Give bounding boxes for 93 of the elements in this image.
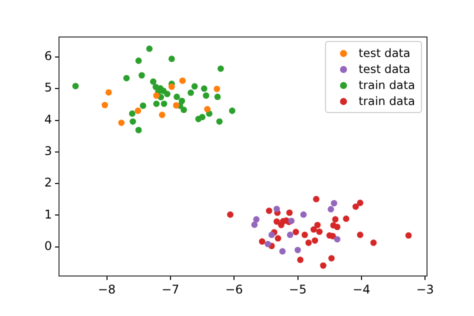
x-tick-label: −8 [98, 282, 116, 296]
y-tick-label: 2 [44, 176, 52, 190]
point [130, 118, 136, 125]
point [286, 232, 294, 238]
point [279, 248, 286, 255]
point [302, 232, 308, 238]
y-tick-label: 6 [44, 49, 52, 64]
point [251, 222, 258, 228]
y-tick-label: 0 [44, 239, 52, 253]
x-tick-label: −3 [416, 282, 434, 296]
point [258, 238, 266, 245]
point [146, 46, 153, 52]
x-tick-label: −5 [288, 282, 307, 296]
point [123, 74, 130, 82]
point [300, 211, 307, 218]
point [320, 262, 326, 269]
x-tick-label: −4 [352, 282, 370, 296]
legend-label: test data [358, 61, 410, 77]
point [405, 232, 412, 239]
point [214, 86, 220, 92]
point [342, 216, 350, 222]
point [188, 90, 194, 96]
point [129, 110, 136, 117]
point [172, 102, 180, 109]
point [274, 235, 282, 242]
y-tick-label: 4 [44, 112, 52, 126]
point [204, 106, 211, 112]
point [168, 56, 175, 62]
point [312, 237, 318, 244]
point [168, 84, 175, 90]
point [292, 228, 300, 236]
point [160, 100, 168, 107]
point [179, 77, 186, 84]
point [135, 58, 142, 64]
point [266, 208, 272, 214]
point [352, 203, 359, 210]
point [150, 78, 156, 85]
point [330, 232, 336, 240]
point [305, 240, 312, 246]
point [135, 126, 142, 134]
point [174, 94, 180, 100]
legend-label: train data [358, 77, 415, 93]
point [316, 228, 323, 235]
point [180, 106, 187, 114]
point [160, 88, 167, 94]
point [330, 200, 338, 206]
point [178, 98, 186, 104]
point [334, 224, 340, 230]
point [202, 92, 210, 99]
point [214, 94, 221, 100]
point [370, 240, 377, 246]
point [253, 216, 260, 223]
point [102, 102, 108, 108]
y-tick-label: 1 [44, 207, 52, 222]
point [294, 246, 301, 254]
point [297, 256, 304, 264]
point [216, 118, 223, 125]
legend-label: test data [358, 45, 410, 61]
point [140, 102, 146, 109]
point [134, 108, 142, 114]
point [268, 232, 275, 238]
point [191, 83, 198, 90]
point [153, 100, 160, 107]
point [310, 226, 317, 233]
point [288, 218, 295, 224]
point [105, 89, 112, 96]
point [314, 222, 321, 228]
point [286, 209, 293, 216]
point [332, 216, 339, 223]
point [118, 120, 125, 126]
x-tick-label: −6 [225, 282, 243, 296]
point [138, 72, 145, 79]
point [158, 112, 166, 118]
legend-label: train data [358, 93, 415, 109]
point [227, 211, 234, 218]
y-tick-label: 5 [44, 80, 52, 95]
point [200, 85, 208, 92]
x-tick-label: −7 [162, 282, 180, 296]
point [153, 92, 160, 99]
point [72, 82, 79, 90]
point [199, 114, 206, 120]
point [313, 196, 320, 202]
point [328, 206, 334, 212]
point [228, 108, 236, 114]
point [334, 236, 340, 242]
point [274, 218, 280, 225]
point [356, 232, 364, 238]
point [218, 65, 224, 72]
point [264, 240, 272, 248]
y-tick-label: 3 [44, 144, 52, 158]
point [328, 255, 335, 262]
point [356, 200, 364, 206]
point [274, 206, 280, 212]
